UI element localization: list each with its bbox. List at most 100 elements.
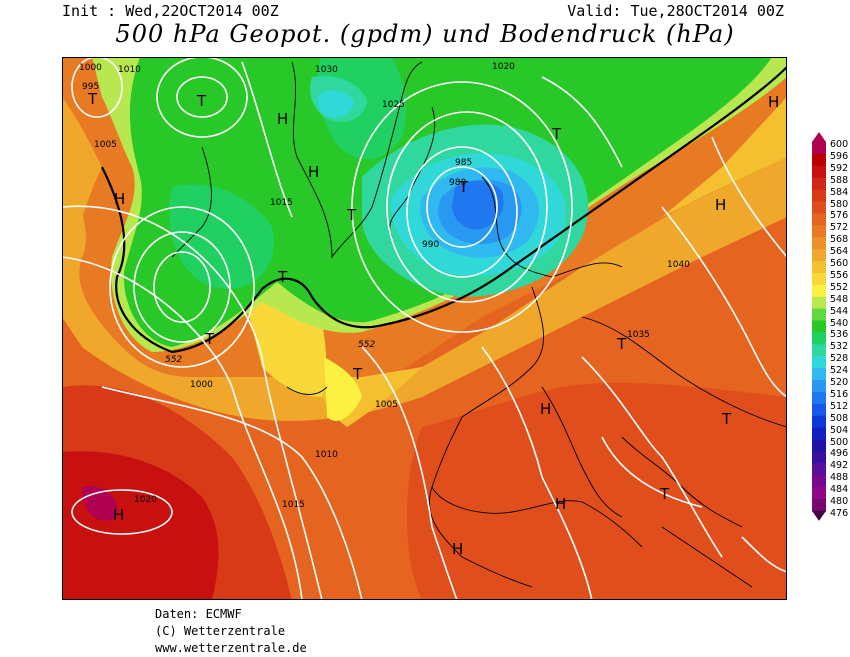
low-centers: T T T T T T T T T T T [87, 90, 732, 503]
scale-label: 600 [830, 139, 849, 150]
scale-swatch [812, 439, 826, 452]
scale-label: 516 [830, 388, 849, 400]
scale-swatch [812, 237, 826, 250]
isobar-label: 1040 [667, 260, 690, 270]
pressure-labels: 1000 995 1010 1005 1030 1025 1020 1015 9… [79, 62, 690, 510]
scale-swatch [812, 308, 826, 321]
scale-label: 528 [830, 353, 849, 365]
isobar-label: 1000 [190, 380, 213, 390]
scale-label: 584 [830, 186, 849, 198]
isobar-label: 1035 [627, 330, 650, 340]
low-center-marker: T [196, 92, 207, 110]
scale-label: 504 [830, 424, 849, 436]
scale-label: 556 [830, 269, 849, 281]
isobars [62, 57, 787, 600]
scale-label: 588 [830, 174, 849, 186]
scale-label: 520 [830, 377, 849, 388]
isobar-label: 1010 [118, 65, 141, 75]
color-scale-bar [812, 132, 826, 521]
high-center-marker: H [555, 495, 566, 513]
high-center-marker: H [277, 110, 288, 128]
scale-swatch [812, 415, 826, 429]
scale-swatch [812, 177, 826, 191]
scale-swatch [812, 463, 826, 476]
geopotential-label: 552 [358, 340, 375, 350]
scale-swatch [812, 499, 826, 512]
scale-label: 592 [830, 162, 849, 174]
scale-label: 496 [830, 448, 849, 460]
scale-label: 488 [830, 472, 849, 484]
scale-label: 484 [830, 484, 849, 496]
scale-swatch [812, 380, 826, 393]
scale-swatch [812, 391, 826, 405]
scale-label: 540 [830, 317, 849, 329]
scale-label: 576 [830, 210, 849, 222]
scale-swatch [812, 403, 826, 417]
isobar-label: 980 [449, 178, 466, 188]
low-center-marker: T [551, 125, 562, 143]
scale-swatch [812, 189, 826, 202]
scale-swatch [812, 225, 826, 238]
scale-label: 500 [830, 436, 849, 448]
scale-label: 536 [830, 329, 849, 341]
scale-swatch [812, 165, 826, 179]
high-center-marker: H [540, 400, 551, 418]
low-center-marker: T [659, 485, 670, 503]
scale-arrow-top [812, 132, 826, 142]
scale-swatch [812, 332, 826, 345]
isobar-label: 1025 [382, 100, 405, 110]
scale-swatch [812, 356, 826, 369]
scale-label: 492 [830, 460, 849, 472]
isobar-label: 1015 [282, 500, 305, 510]
scale-label: 512 [830, 400, 849, 412]
scale-swatch [812, 427, 826, 440]
low-center-marker: T [352, 365, 363, 383]
scale-label: 572 [830, 222, 849, 234]
scale-label: 552 [830, 281, 849, 293]
scale-label: 524 [830, 365, 849, 377]
scale-swatch [812, 201, 826, 214]
scale-swatch [812, 213, 826, 226]
low-center-marker: T [87, 90, 98, 108]
low-center-marker: T [277, 268, 288, 286]
scale-swatch [812, 487, 826, 500]
scale-swatch [812, 368, 826, 381]
low-center-marker: T [616, 335, 627, 353]
isobar-label: 1030 [315, 65, 338, 75]
isobar-label: 1000 [79, 63, 102, 73]
credit-data-source: Daten: ECMWF [155, 607, 242, 621]
scale-swatch [812, 296, 826, 310]
isobar-label: 1015 [270, 198, 293, 208]
scale-swatch [812, 261, 826, 274]
low-center-marker: T [721, 410, 732, 428]
high-center-marker: H [768, 93, 779, 111]
chart-title: 500 hPa Geopot. (gpdm) und Bodendruck (h… [115, 20, 735, 48]
isobar-label: 995 [82, 82, 99, 92]
valid-time: Valid: Tue,28OCT2014 00Z [567, 2, 784, 20]
low-center-marker: T [458, 178, 469, 196]
weather-map: 1000 995 1010 1005 1030 1025 1020 1015 9… [62, 57, 787, 600]
isobar-label: 1020 [134, 495, 157, 505]
scale-swatch [812, 475, 826, 488]
scale-label: 548 [830, 293, 849, 305]
scale-label: 560 [830, 258, 849, 269]
scale-swatch [812, 249, 826, 262]
scale-swatch [812, 272, 826, 286]
scale-label: 580 [830, 198, 849, 210]
isobar-label: 1010 [315, 450, 338, 460]
low-center-marker: T [204, 330, 215, 348]
high-center-marker: H [114, 190, 125, 208]
scale-swatch [812, 451, 826, 464]
scale-label: 564 [830, 246, 849, 258]
scale-label: 568 [830, 234, 849, 246]
high-center-marker: H [308, 163, 319, 181]
high-centers: H H H H H H H H H [113, 93, 779, 558]
isobar-label: 1020 [492, 62, 515, 72]
scale-label: 596 [830, 150, 849, 162]
scale-swatch [812, 142, 826, 155]
scale-swatch [812, 320, 826, 333]
scale-label: 508 [830, 412, 849, 424]
high-center-marker: H [113, 506, 124, 524]
scale-arrow-bottom [812, 510, 826, 521]
isobar-label: 990 [422, 240, 439, 250]
